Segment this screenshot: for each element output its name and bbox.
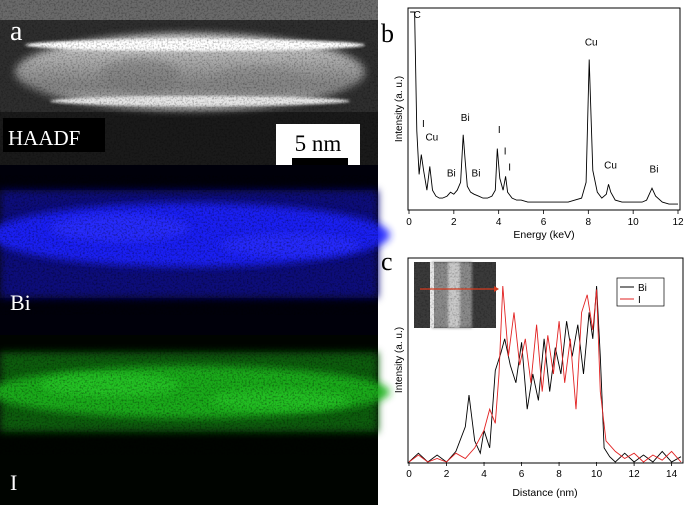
bi-map: Bi: [0, 165, 390, 335]
haadf-label-background: [3, 118, 105, 152]
panel-b-peak-label: Cu: [604, 160, 617, 171]
scale-bar-label: 5 nm: [295, 131, 342, 156]
panel-a: a HAADF 5 nm Bi I: [0, 0, 390, 505]
panel-c-letter: c: [381, 247, 393, 276]
legend-i-label: I: [638, 295, 641, 306]
panel-c: c 0 2 4 6 8 10 12 14 Distance (nm) Intensity (a…: [381, 247, 684, 499]
panel-b-spectrum-line: [410, 11, 678, 205]
legend-bi-label: Bi: [638, 283, 647, 294]
panel-b-x-tick-label: 2: [451, 217, 457, 228]
panel-c-x-tick-label: 8: [556, 469, 562, 480]
panel-b-peak-label: Bi: [650, 164, 659, 175]
haadf-label: HAADF: [8, 126, 80, 150]
panel-c-x-tick-label: 4: [481, 469, 487, 480]
panel-b-letter: b: [381, 19, 394, 48]
panel-c-x-tick-label: 0: [406, 469, 412, 480]
panel-c-legend: Bi I: [616, 277, 665, 307]
panel-b-x-axis-label: Energy (keV): [513, 229, 574, 241]
panel-b-peak-label: C: [414, 10, 421, 21]
panel-b-peak-label: I: [422, 119, 425, 130]
panel-b-x-tick-label: 6: [541, 217, 547, 228]
panel-b-x-tick-label: 4: [496, 217, 502, 228]
panel-c-x-ticks: 0 2 4 6 8 10 12 14: [406, 462, 678, 480]
panel-b-peak-label: I: [504, 147, 507, 158]
panel-a-letter: a: [10, 16, 23, 47]
panel-c-bi-profile-line: [408, 285, 682, 463]
panel-b-peak-label: Cu: [585, 38, 598, 49]
panel-c-x-tick-label: 6: [519, 469, 525, 480]
panel-c-i-profile-line: [408, 285, 682, 463]
panel-b-peak-label: Bi: [447, 168, 456, 179]
i-label: I: [10, 470, 17, 495]
panel-b-frame: [407, 7, 681, 211]
panel-b-y-axis-label: Intensity (a. u.): [394, 76, 405, 142]
panel-c-x-tick-label: 12: [629, 469, 641, 480]
panel-c-x-tick-label: 2: [444, 469, 450, 480]
panel-c-frame: [407, 257, 684, 464]
panel-c-y-axis-label: Intensity (a. u.): [394, 327, 405, 393]
inset-scan-arrowhead: [494, 286, 499, 292]
panel-b-peak-label: I: [508, 162, 511, 173]
panel-b-x-tick-label: 12: [672, 217, 684, 228]
panel-b-x-ticks: 0 2 4 6 8 10 12: [406, 210, 684, 228]
panel-c-x-tick-label: 14: [666, 469, 678, 480]
panel-b-peak-label: Cu: [425, 133, 438, 144]
panel-b-x-tick-label: 0: [406, 217, 412, 228]
panel-b-peak-label: Bi: [461, 113, 470, 124]
i-map: I: [0, 335, 390, 505]
panel-c-x-tick-label: 10: [591, 469, 603, 480]
panel-b-x-tick-label: 8: [586, 217, 592, 228]
panel-c-inset-image: [414, 262, 499, 328]
panel-b-peak-label: I: [498, 125, 501, 136]
panel-b: b 0 2 4 6 8 10 12 Energy (keV) Intensity (a. u…: [381, 7, 684, 241]
scale-bar: [292, 158, 348, 165]
bi-label: Bi: [10, 290, 31, 315]
haadf-map: a HAADF 5 nm: [0, 0, 378, 170]
panel-c-x-axis-label: Distance (nm): [512, 487, 577, 499]
panel-b-peak-label: Bi: [472, 168, 481, 179]
panel-b-x-tick-label: 10: [628, 217, 640, 228]
